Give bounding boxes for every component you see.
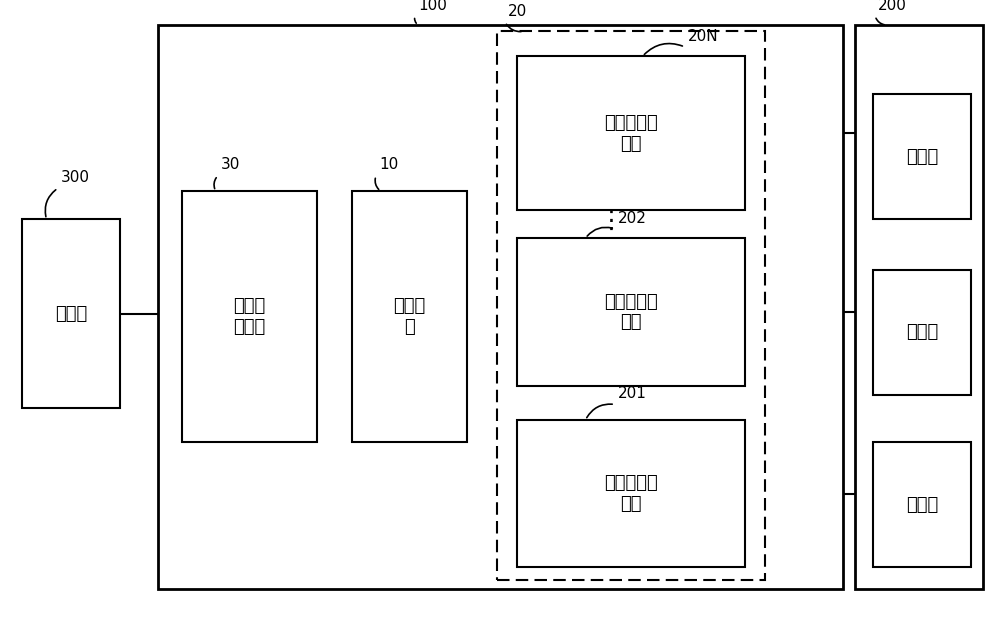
Text: 20: 20 bbox=[508, 4, 527, 19]
Bar bbox=[873, 442, 971, 567]
Text: ⋮: ⋮ bbox=[598, 209, 624, 233]
Bar bbox=[855, 25, 983, 589]
Text: 10: 10 bbox=[379, 157, 398, 172]
Text: 20N: 20N bbox=[688, 29, 719, 44]
Text: 30: 30 bbox=[221, 157, 240, 172]
Bar bbox=[873, 94, 971, 219]
Text: 100: 100 bbox=[418, 0, 447, 13]
Bar bbox=[517, 238, 745, 386]
Text: 麦克风校准
模组: 麦克风校准 模组 bbox=[604, 475, 658, 513]
Text: 202: 202 bbox=[618, 211, 647, 226]
Text: 200: 200 bbox=[878, 0, 907, 13]
Text: 300: 300 bbox=[61, 170, 90, 185]
Text: 通讯接
口电路: 通讯接 口电路 bbox=[233, 297, 266, 336]
Bar bbox=[517, 420, 745, 567]
Bar bbox=[158, 25, 843, 589]
Text: 201: 201 bbox=[618, 386, 647, 401]
Bar bbox=[182, 191, 317, 442]
Bar bbox=[497, 31, 765, 580]
Text: 麦克风校准
模组: 麦克风校准 模组 bbox=[604, 114, 658, 152]
Text: 上位机: 上位机 bbox=[55, 305, 87, 322]
Bar bbox=[873, 270, 971, 395]
Bar bbox=[517, 56, 745, 210]
Bar bbox=[22, 219, 120, 408]
Text: 麦克风: 麦克风 bbox=[906, 496, 938, 514]
Text: 麦克风: 麦克风 bbox=[906, 324, 938, 341]
Text: 麦克风: 麦克风 bbox=[906, 148, 938, 166]
Text: 主控制
器: 主控制 器 bbox=[393, 297, 426, 336]
Text: 麦克风校准
模组: 麦克风校准 模组 bbox=[604, 293, 658, 331]
Bar bbox=[352, 191, 467, 442]
